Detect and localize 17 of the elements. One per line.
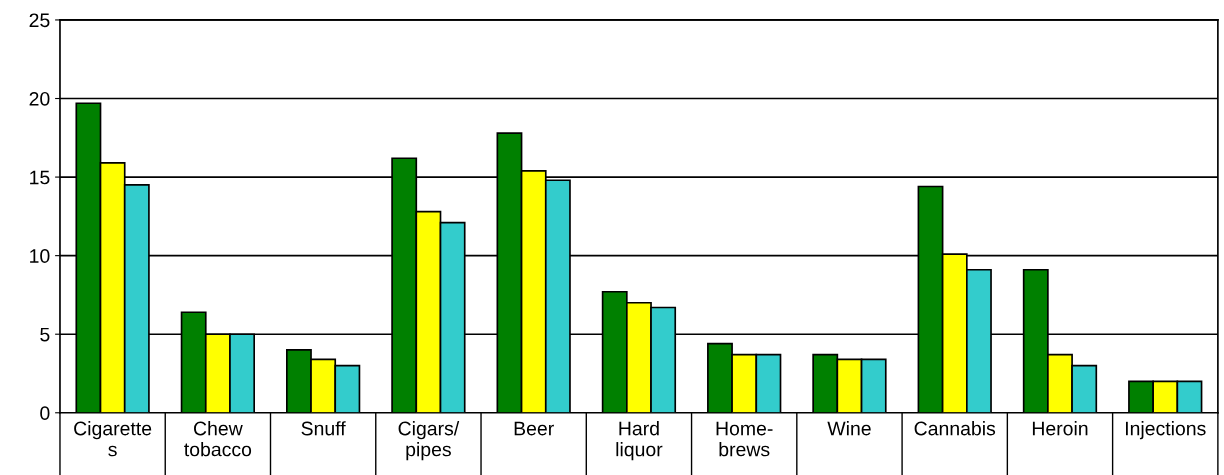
y-tick-label: 25	[29, 13, 50, 28]
x-tick-label: Heroin	[1032, 421, 1088, 436]
y-tick-label: 0	[40, 406, 50, 421]
x-tick-label: Cigarette s	[74, 421, 152, 457]
x-tick-label: Injections	[1125, 421, 1206, 440]
y-tick-label: 10	[30, 249, 50, 263]
x-tick-label: Home- brews	[716, 421, 773, 457]
x-tick-label: Cigars/ pipes	[398, 421, 460, 461]
y-tick-label: 5	[40, 327, 50, 342]
y-tick-label: 20	[29, 91, 50, 106]
x-tick-label: Hard liquor	[616, 421, 663, 461]
y-tick-label: 15	[30, 170, 50, 185]
x-tick-label: Cannabis	[914, 421, 996, 436]
x-tick-label: Wine	[827, 421, 871, 436]
x-tick-label: Beer	[514, 421, 554, 436]
x-tick-label: Chew tobacco	[184, 421, 252, 457]
x-tick-label: Snuff	[301, 421, 346, 436]
